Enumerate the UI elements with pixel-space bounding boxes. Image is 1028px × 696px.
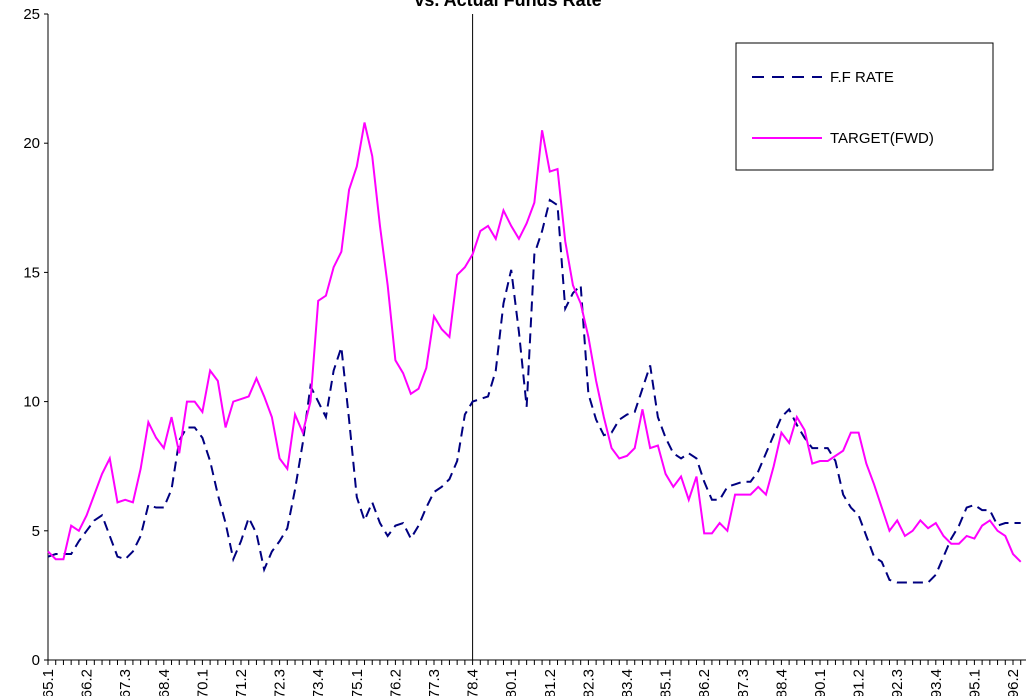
- x-tick-label: 68.4: [156, 669, 173, 696]
- x-tick-label: 92.3: [889, 669, 906, 696]
- x-tick-label: 90.1: [812, 669, 829, 696]
- x-tick-label: 75.1: [349, 669, 366, 696]
- x-tick-label: 81.2: [542, 669, 559, 696]
- x-tick-label: 76.2: [387, 669, 404, 696]
- x-tick-label: 85.1: [658, 669, 675, 696]
- x-tick-label: 73.4: [310, 669, 327, 696]
- x-tick-label: 86.2: [696, 669, 713, 696]
- series-line: [47, 122, 1022, 563]
- x-tick-label: 83.4: [619, 669, 636, 696]
- series-line: [47, 198, 1021, 584]
- legend-box: [735, 42, 994, 171]
- x-tick-label: 93.4: [928, 669, 945, 696]
- x-tick-label: 80.1: [503, 669, 520, 696]
- x-tick-label: 65.1: [40, 669, 57, 696]
- x-tick-label: 78.4: [465, 669, 482, 696]
- y-tick-label: 20: [23, 135, 40, 152]
- x-tick-label: 87.3: [735, 669, 752, 696]
- chart-title: vs. Actual Funds Rate: [414, 0, 601, 10]
- x-tick-label: 70.1: [194, 669, 211, 696]
- y-tick-label: 15: [23, 264, 40, 281]
- x-tick-label: 72.3: [272, 669, 289, 696]
- x-tick-label: 95.1: [966, 669, 983, 696]
- x-tick-label: 71.2: [233, 669, 250, 696]
- y-tick-label: 10: [23, 394, 40, 411]
- legend-label: F.F RATE: [830, 69, 894, 86]
- x-tick-label: 88.4: [773, 669, 790, 696]
- legend-label: TARGET(FWD): [830, 130, 934, 147]
- y-tick-label: 0: [32, 652, 40, 669]
- x-tick-label: 91.2: [851, 669, 868, 696]
- x-tick-label: 96.2: [1005, 669, 1022, 696]
- y-tick-label: 25: [23, 6, 40, 23]
- x-tick-label: 66.2: [79, 669, 96, 696]
- x-tick-label: 67.3: [117, 669, 134, 696]
- x-tick-label: 77.3: [426, 669, 443, 696]
- x-tick-label: 82.3: [580, 669, 597, 696]
- y-tick-label: 5: [32, 523, 40, 540]
